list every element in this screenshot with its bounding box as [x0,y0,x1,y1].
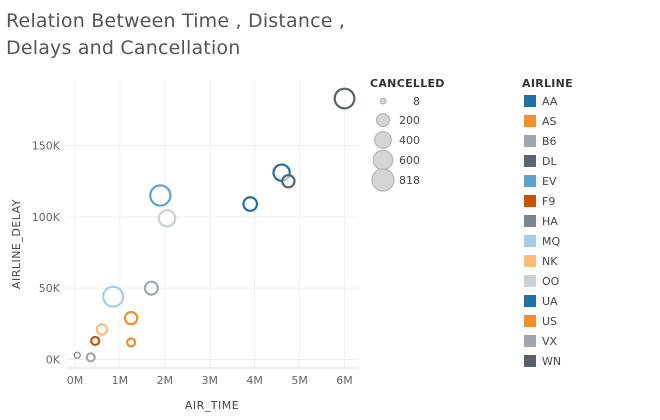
y-tick-label: 150K [32,140,61,153]
point-nk[interactable] [95,323,109,336]
size-legend-label: 600 [399,154,420,167]
legend-label-us: US [542,315,557,328]
point-vx[interactable] [85,352,96,363]
x-tick-label: 4M [246,374,263,387]
size-legend-label: 400 [399,134,420,147]
x-tick-label: 5M [291,374,308,387]
legend-swatch-ha [524,215,536,227]
legend-swatch-vx [524,335,536,347]
y-tick-label: 0K [46,353,61,366]
legend-label-wn: WN [542,355,561,368]
x-tick-label: 6M [336,374,353,387]
y-axis-ticks: 0K 50K 100K 150K [32,140,61,367]
grid-lines [66,80,358,368]
size-legend-label: 8 [413,95,420,108]
chart-title-line-1: Relation Between Time , Distance , [6,10,346,32]
y-tick-label: 100K [32,211,61,224]
legend-swatch-f9 [524,195,536,207]
size-legend-label: 200 [399,114,420,127]
size-legend-marker [379,97,387,105]
point-ha[interactable] [73,351,81,359]
legend-label-oo: OO [542,275,560,288]
size-legend-title: CANCELLED [370,77,445,90]
x-tick-label: 3M [202,374,219,387]
x-tick-label: 1M [112,374,129,387]
size-legend-marker [374,131,392,149]
chart-title-line-2: Delays and Cancellation [6,37,241,59]
point-ev[interactable] [149,184,172,207]
color-legend: AIRLINE AA AS B6 DL EV F9 HA MQ NK OO UA US VX WN [522,77,573,368]
point-oo[interactable] [157,209,177,228]
legend-label-aa: AA [542,95,558,108]
color-legend-title: AIRLINE [522,77,573,90]
legend-label-nk: NK [542,255,558,268]
legend-swatch-aa [524,95,536,107]
y-axis-title: AIRLINE_DELAY [10,199,23,289]
legend-swatch-wn [524,355,536,367]
legend-swatch-dl [524,155,536,167]
point-f9[interactable] [90,335,101,347]
legend-label-mq: MQ [542,235,560,248]
legend-label-ua: UA [542,295,558,308]
legend-swatch-nk [524,255,536,267]
point-as[interactable] [126,337,137,348]
legend-label-ha: HA [542,215,558,228]
legend-label-vx: VX [542,335,558,348]
size-legend-marker [371,168,395,192]
legend-swatch-ua [524,295,536,307]
point-b6[interactable] [143,280,159,296]
legend-label-ev: EV [542,175,557,188]
size-legend-label: 818 [399,174,420,187]
x-axis-title: AIR_TIME [185,399,239,412]
legend-label-f9: F9 [542,195,555,208]
legend-label-as: AS [542,115,557,128]
legend-swatch-oo [524,275,536,287]
legend-swatch-b6 [524,135,536,147]
point-us[interactable] [123,310,139,326]
point-mq[interactable] [102,285,125,308]
legend-label-dl: DL [542,155,557,168]
data-points [73,87,356,363]
legend-swatch-us [524,315,536,327]
point-wn[interactable] [333,87,356,110]
x-axis-ticks: 0M 1M 2M 3M 4M 5M 6M [67,374,353,387]
y-tick-label: 50K [39,282,61,295]
size-legend-marker [372,149,394,171]
size-legend: CANCELLED 8 200 400 600 818 [370,77,445,192]
legend-swatch-as [524,115,536,127]
x-tick-label: 2M [157,374,174,387]
size-legend-marker [375,112,391,128]
point-ua[interactable] [242,196,259,212]
x-tick-label: 0M [67,374,84,387]
legend-label-b6: B6 [542,135,557,148]
legend-swatch-ev [524,175,536,187]
point-dl[interactable] [281,174,296,189]
legend-swatch-mq [524,235,536,247]
